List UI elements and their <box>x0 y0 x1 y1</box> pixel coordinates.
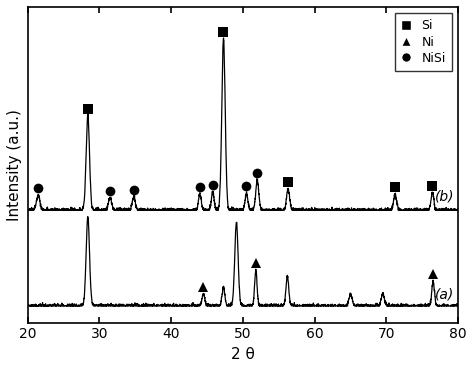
Y-axis label: Intensity (a.u.): Intensity (a.u.) <box>7 109 22 221</box>
Text: (b): (b) <box>435 189 455 203</box>
X-axis label: 2 θ: 2 θ <box>231 347 255 362</box>
Text: (a): (a) <box>436 287 455 301</box>
Legend: Si, Ni, NiSi: Si, Ni, NiSi <box>395 13 452 71</box>
